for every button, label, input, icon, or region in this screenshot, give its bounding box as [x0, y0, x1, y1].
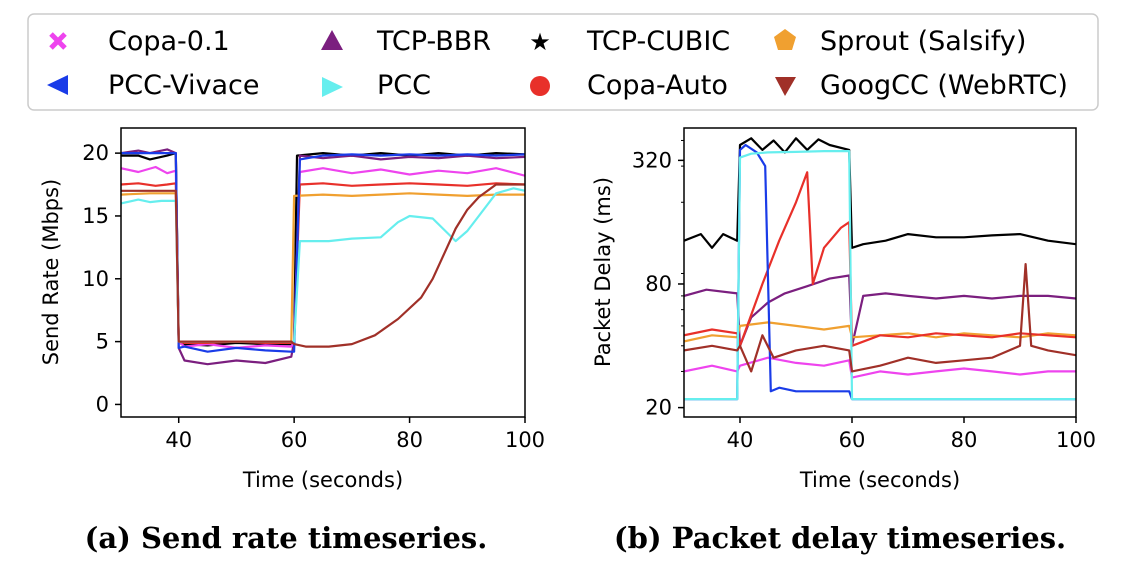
send-rate-y-axis-label: Send Rate (Mbps): [39, 179, 63, 366]
legend-item-copa-auto: Copa-Auto: [530, 70, 728, 101]
legend-label: PCC: [377, 70, 431, 101]
packet-delay-series: [684, 137, 1076, 401]
legend-item-tcp-cubic: ★ TCP-CUBIC: [529, 26, 730, 57]
legend-label: Copa-0.1: [108, 26, 230, 57]
send-rate-chart: 40 60 80 100 0 5 10 15 20 Time (seconds) Send R…: [39, 127, 545, 555]
packet-delay-caption: (b) Packet delay timeseries.: [614, 521, 1066, 555]
packet-delay-plot-frame: [683, 127, 1077, 418]
series-line-pcc: [684, 150, 1076, 401]
packet-delay-y-tick-label: 80: [645, 272, 672, 296]
triangle-down-marker-icon: [775, 77, 796, 96]
star-marker-icon: ★: [529, 28, 551, 56]
packet-delay-y-tick-label: 320: [632, 148, 672, 172]
send-rate-y-tick-label: 0: [96, 392, 109, 416]
legend: Copa-0.1 TCP-BBR ★ TCP-CUBIC Sprout (Sal…: [27, 13, 1099, 111]
send-rate-y-tick-label: 15: [82, 204, 109, 228]
legend-label: Copa-Auto: [587, 70, 728, 101]
circle-marker-icon: [530, 76, 550, 96]
series-line-copa-0-1: [121, 165, 525, 349]
packet-delay-x-axis-label: Time (seconds): [799, 468, 960, 492]
send-rate-x-tick-label: 60: [281, 428, 308, 452]
series-line-pcc-vivace: [684, 143, 1076, 401]
series-line-tcp-cubic: [684, 137, 1076, 249]
send-rate-y-tick-label: 10: [82, 267, 109, 291]
series-line-tcp-bbr: [121, 148, 525, 366]
send-rate-x-tick-label: 100: [505, 428, 545, 452]
send-rate-y-ticks: 0 5 10 15 20: [82, 141, 121, 416]
packet-delay-x-tick-label: 60: [839, 428, 866, 452]
legend-item-pcc: PCC: [322, 70, 431, 101]
send-rate-plot-frame: [120, 127, 526, 418]
legend-item-pcc-vivace: PCC-Vivace: [47, 70, 260, 101]
series-line-copa-auto: [684, 171, 1076, 347]
send-rate-series: [121, 148, 525, 366]
legend-label: TCP-BBR: [376, 26, 491, 57]
send-rate-x-tick-label: 40: [165, 428, 192, 452]
pentagon-marker-icon: [774, 29, 796, 50]
series-line-copa-auto: [121, 182, 525, 344]
legend-item-googcc-webrtc: GoogCC (WebRTC): [775, 70, 1068, 101]
legend-label: PCC-Vivace: [108, 70, 260, 101]
send-rate-x-ticks: 40 60 80 100: [165, 417, 545, 452]
legend-label: TCP-CUBIC: [586, 26, 730, 57]
send-rate-x-axis-label: Time (seconds): [242, 468, 403, 492]
packet-delay-x-tick-label: 80: [951, 428, 978, 452]
series-line-pcc: [121, 187, 525, 343]
legend-frame: [27, 13, 1099, 111]
packet-delay-y-tick-label: 20: [645, 396, 672, 420]
legend-label: Sprout (Salsify): [820, 26, 1026, 57]
triangle-left-marker-icon: [47, 75, 68, 95]
series-line-googcc-webrtc: [121, 183, 525, 348]
packet-delay-x-tick-label: 100: [1056, 428, 1096, 452]
series-line-pcc-vivace: [121, 152, 525, 353]
send-rate-y-tick-label: 5: [96, 330, 109, 354]
packet-delay-chart: 40 60 80 100 20 80 320 Time (seconds) Packet …: [591, 127, 1096, 555]
legend-item-copa-0-1: Copa-0.1: [49, 26, 230, 57]
send-rate-y-tick-label: 20: [82, 141, 109, 165]
series-line-googcc-webrtc: [684, 263, 1076, 373]
legend-item-sprout-salsify: Sprout (Salsify): [774, 26, 1026, 57]
series-line-tcp-cubic: [121, 152, 525, 347]
series-line-copa-0-1: [684, 356, 1076, 379]
packet-delay-x-ticks: 40 60 80 100: [727, 417, 1096, 452]
packet-delay-y-ticks: 20 80 320: [632, 139, 684, 420]
send-rate-x-tick-label: 80: [396, 428, 423, 452]
x-marker-icon: [49, 32, 67, 50]
packet-delay-x-tick-label: 40: [727, 428, 754, 452]
triangle-up-marker-icon: [321, 30, 343, 50]
triangle-right-marker-icon: [322, 77, 343, 97]
legend-label: GoogCC (WebRTC): [820, 70, 1068, 101]
packet-delay-y-axis-label: Packet Delay (ms): [591, 177, 615, 367]
send-rate-caption: (a) Send rate timeseries.: [85, 521, 488, 555]
legend-item-tcp-bbr: TCP-BBR: [321, 26, 491, 57]
